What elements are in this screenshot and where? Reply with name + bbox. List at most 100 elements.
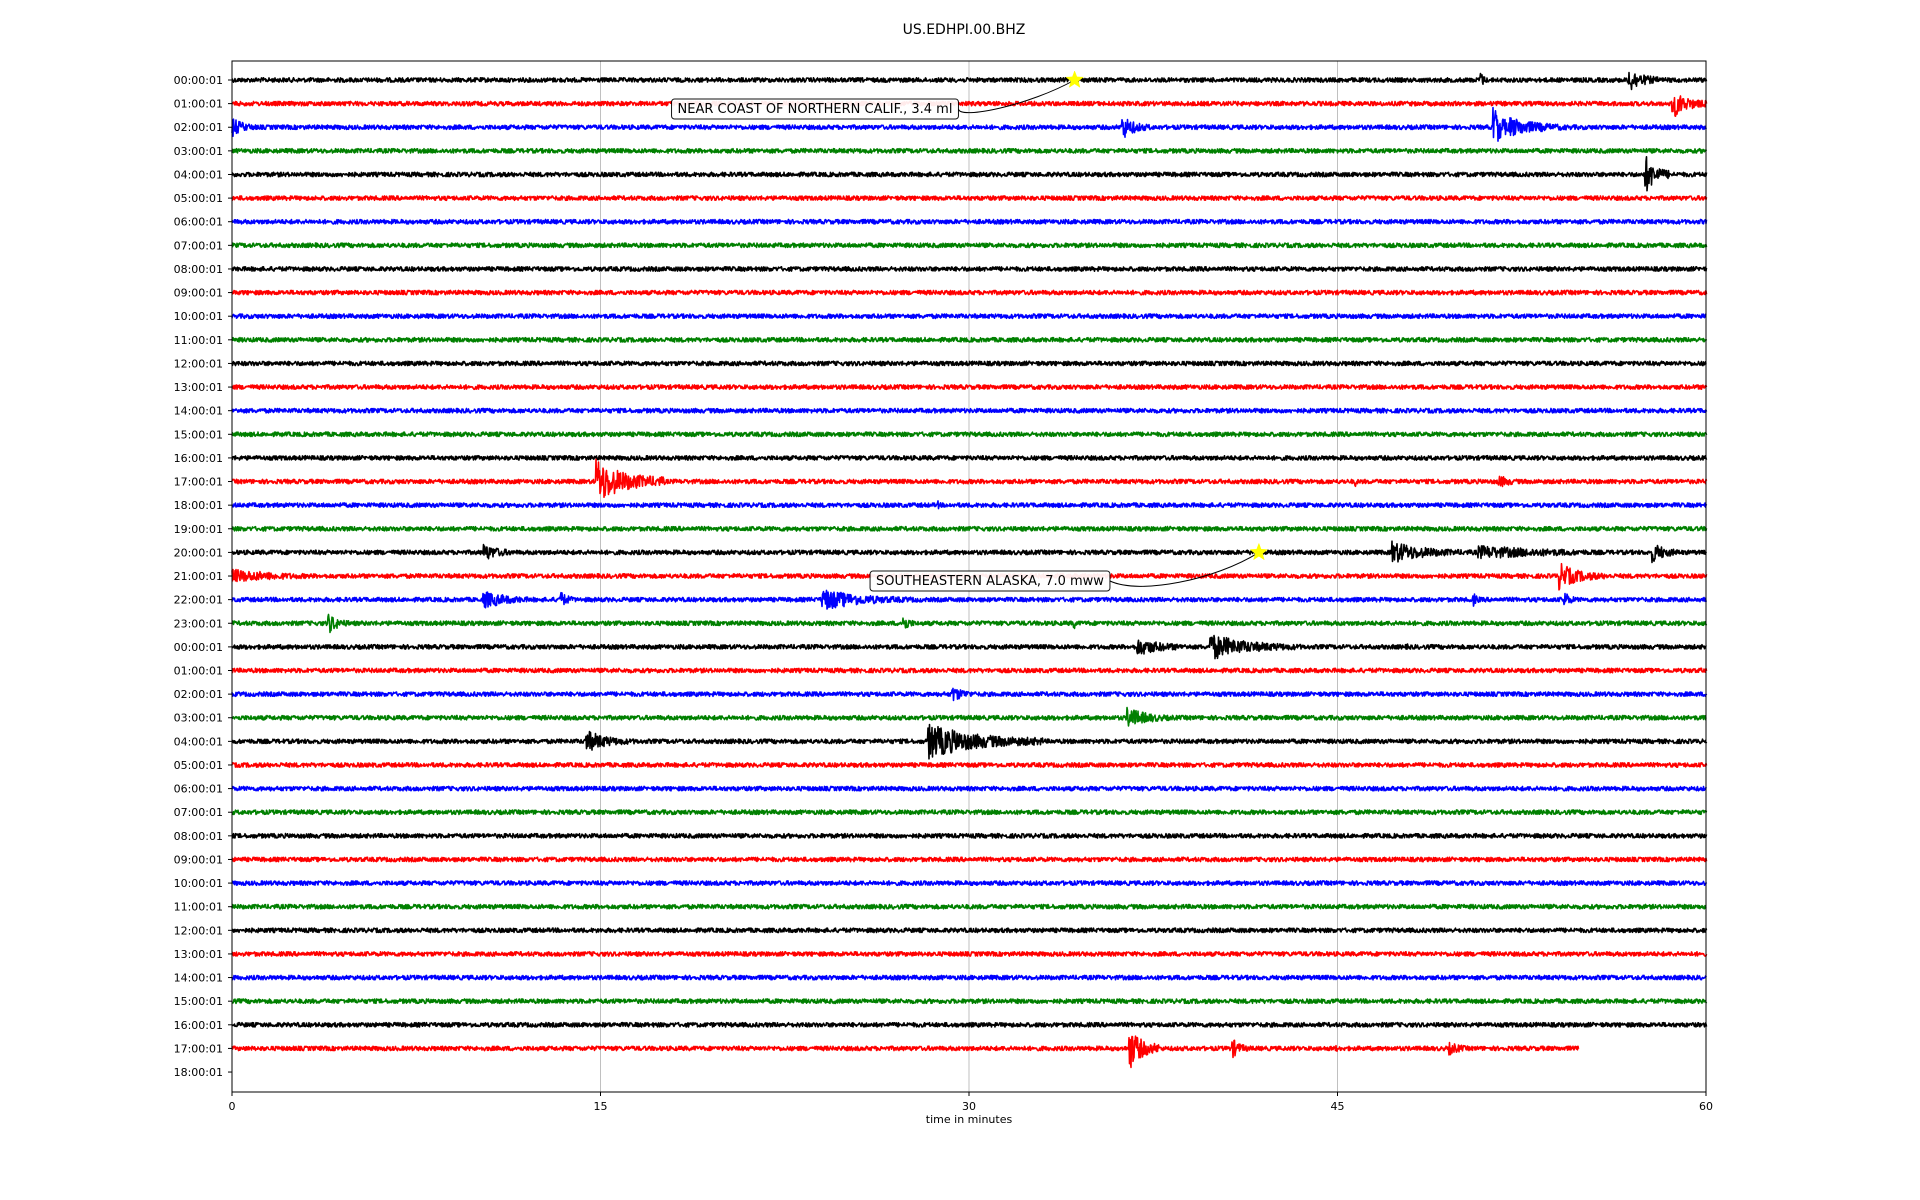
x-tick-label: 30 <box>962 1100 976 1113</box>
y-tick-label: 23:00:01 <box>174 617 223 630</box>
trace-row-25 <box>231 667 1708 674</box>
y-tick-label: 05:00:01 <box>174 192 223 205</box>
trace-row-14 <box>231 407 1708 414</box>
y-tick-label: 04:00:01 <box>174 168 223 181</box>
x-tick-labels: 0 15 30 45 60 <box>229 1092 1713 1113</box>
y-tick-label: 14:00:01 <box>174 405 223 418</box>
y-tick-label: 20:00:01 <box>174 546 223 559</box>
y-tick-label: 08:00:01 <box>174 263 223 276</box>
y-tick-label: 13:00:01 <box>174 381 223 394</box>
y-tick-labels: 00:00:01 01:00:01 02:00:01 03:00:01 04:00:01… <box>174 74 232 1079</box>
trace-row-19 <box>231 525 1708 532</box>
trace-row-36 <box>231 927 1708 934</box>
trace-row-34 <box>231 880 1708 887</box>
y-tick-label: 02:00:01 <box>174 688 223 701</box>
trace-row-33 <box>231 856 1708 863</box>
event-star-marker <box>1249 542 1269 561</box>
y-tick-label: 12:00:01 <box>174 357 223 370</box>
trace-row-8 <box>231 265 1708 273</box>
trace-row-3 <box>231 147 1708 154</box>
trace-row-41 <box>231 1035 1580 1069</box>
trace-row-13 <box>231 384 1708 391</box>
trace-row-7 <box>231 242 1708 249</box>
y-tick-label: 06:00:01 <box>174 783 223 796</box>
event-label: SOUTHEASTERN ALASKA, 7.0 mww <box>876 574 1104 589</box>
y-tick-label: 05:00:01 <box>174 759 223 772</box>
trace-row-10 <box>231 313 1707 320</box>
trace-row-15 <box>231 431 1708 438</box>
x-tick-label: 60 <box>1699 1100 1713 1113</box>
y-tick-label: 07:00:01 <box>174 806 223 819</box>
event-connector <box>1109 551 1260 587</box>
trace-row-0 <box>231 71 1708 91</box>
y-tick-label: 18:00:01 <box>174 1066 223 1079</box>
y-tick-label: 22:00:01 <box>174 594 223 607</box>
y-tick-label: 09:00:01 <box>174 853 223 866</box>
event-star-marker <box>1065 70 1084 88</box>
trace-row-35 <box>231 903 1707 910</box>
x-axis-label: time in minutes <box>926 1113 1013 1126</box>
event-connector <box>957 79 1075 114</box>
y-tick-label: 13:00:01 <box>174 948 223 961</box>
trace-row-20 <box>231 540 1707 564</box>
y-tick-label: 09:00:01 <box>174 287 223 300</box>
trace-row-18 <box>231 500 1708 510</box>
trace-row-32 <box>231 832 1708 839</box>
trace-row-29 <box>231 761 1708 769</box>
event-annotations: NEAR COAST OF NORTHERN CALIF., 3.4 ml SOU… <box>671 70 1269 592</box>
y-tick-label: 07:00:01 <box>174 239 223 252</box>
trace-row-1 <box>231 95 1708 117</box>
y-tick-label: 17:00:01 <box>174 1042 223 1055</box>
trace-row-12 <box>231 360 1707 367</box>
y-tick-label: 00:00:01 <box>174 641 223 654</box>
trace-row-37 <box>231 950 1708 957</box>
trace-row-26 <box>231 687 1708 702</box>
y-tick-label: 10:00:01 <box>174 310 223 323</box>
trace-row-39 <box>231 998 1708 1005</box>
y-tick-label: 03:00:01 <box>174 712 223 725</box>
trace-row-31 <box>231 809 1708 816</box>
y-tick-label: 08:00:01 <box>174 830 223 843</box>
y-tick-label: 11:00:01 <box>174 901 223 914</box>
x-tick-label: 0 <box>229 1100 236 1113</box>
y-tick-label: 04:00:01 <box>174 735 223 748</box>
trace-row-16 <box>231 454 1708 461</box>
y-tick-label: 19:00:01 <box>174 523 223 536</box>
y-tick-label: 17:00:01 <box>174 476 223 489</box>
y-tick-label: 12:00:01 <box>174 924 223 937</box>
event-label: NEAR COAST OF NORTHERN CALIF., 3.4 ml <box>678 102 953 117</box>
y-tick-label: 02:00:01 <box>174 121 223 134</box>
y-tick-label: 01:00:01 <box>174 665 223 678</box>
trace-row-9 <box>231 289 1708 296</box>
chart-title: US.EDHPI.00.BHZ <box>903 22 1026 38</box>
x-tick-label: 15 <box>594 1100 608 1113</box>
y-tick-label: 16:00:01 <box>174 452 223 465</box>
trace-row-6 <box>231 218 1708 225</box>
trace-row-28 <box>231 723 1708 760</box>
trace-row-2 <box>231 106 1707 142</box>
y-tick-label: 00:00:01 <box>174 74 223 87</box>
trace-row-23 <box>231 613 1708 634</box>
trace-row-27 <box>231 706 1707 727</box>
trace-row-17 <box>231 458 1708 499</box>
trace-row-38 <box>231 974 1707 981</box>
trace-row-22 <box>231 589 1708 610</box>
trace-row-40 <box>231 1021 1708 1028</box>
y-tick-label: 16:00:01 <box>174 1019 223 1032</box>
y-tick-label: 14:00:01 <box>174 972 223 985</box>
y-tick-label: 21:00:01 <box>174 570 223 583</box>
y-tick-label: 15:00:01 <box>174 428 223 441</box>
y-tick-label: 06:00:01 <box>174 216 223 229</box>
y-tick-label: 11:00:01 <box>174 334 223 347</box>
trace-row-30 <box>231 785 1707 792</box>
trace-row-5 <box>231 195 1708 202</box>
trace-row-11 <box>231 336 1708 343</box>
y-tick-label: 03:00:01 <box>174 145 223 158</box>
y-tick-label: 15:00:01 <box>174 995 223 1008</box>
y-tick-label: 10:00:01 <box>174 877 223 890</box>
y-tick-label: 01:00:01 <box>174 98 223 111</box>
x-tick-label: 45 <box>1331 1100 1345 1113</box>
y-tick-label: 18:00:01 <box>174 499 223 512</box>
trace-row-4 <box>231 156 1708 192</box>
